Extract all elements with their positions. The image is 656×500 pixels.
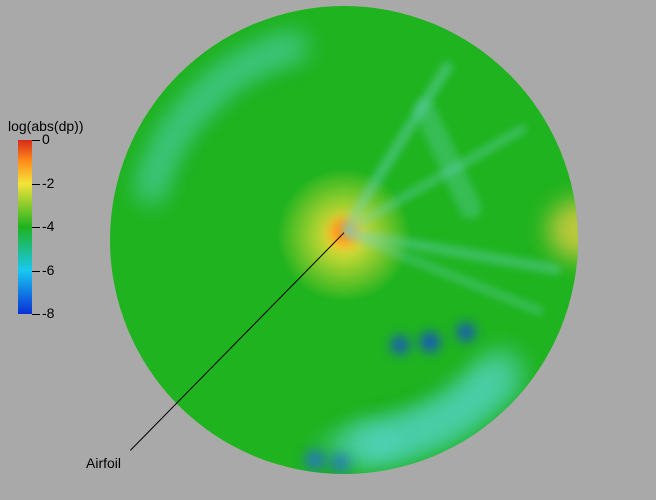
wake-streak bbox=[343, 228, 545, 316]
colorbar-tick-mark bbox=[32, 227, 40, 228]
low-value-blob bbox=[330, 453, 350, 473]
colorbar-tick-label: -8 bbox=[42, 305, 54, 321]
colorbar-tick-label: -6 bbox=[42, 262, 54, 278]
wake-streak bbox=[343, 227, 561, 275]
annotation-label: Airfoil bbox=[86, 455, 121, 471]
low-value-blob bbox=[305, 450, 325, 470]
colorbar bbox=[18, 140, 32, 314]
colorbar-tick-label: -4 bbox=[42, 218, 54, 234]
low-value-blob bbox=[391, 336, 409, 354]
low-value-blob bbox=[457, 323, 475, 341]
airfoil-domain-heatmap bbox=[110, 6, 578, 474]
low-value-blob bbox=[420, 332, 440, 352]
warm-edge bbox=[548, 200, 578, 260]
colorbar-tick-label: 0 bbox=[42, 131, 50, 147]
colorbar-tick-label: -2 bbox=[42, 175, 54, 191]
colorbar-tick-mark bbox=[32, 140, 40, 141]
colorbar-tick-mark bbox=[32, 184, 40, 185]
boundary-cyan bbox=[272, 27, 312, 67]
scalar-field-plot: log(abs(dp)) 0-2-4-6-8 Airfoil bbox=[0, 0, 656, 500]
colorbar-tick-mark bbox=[32, 314, 40, 315]
colorbar-tick-mark bbox=[32, 271, 40, 272]
cyan-patch bbox=[315, 430, 405, 460]
